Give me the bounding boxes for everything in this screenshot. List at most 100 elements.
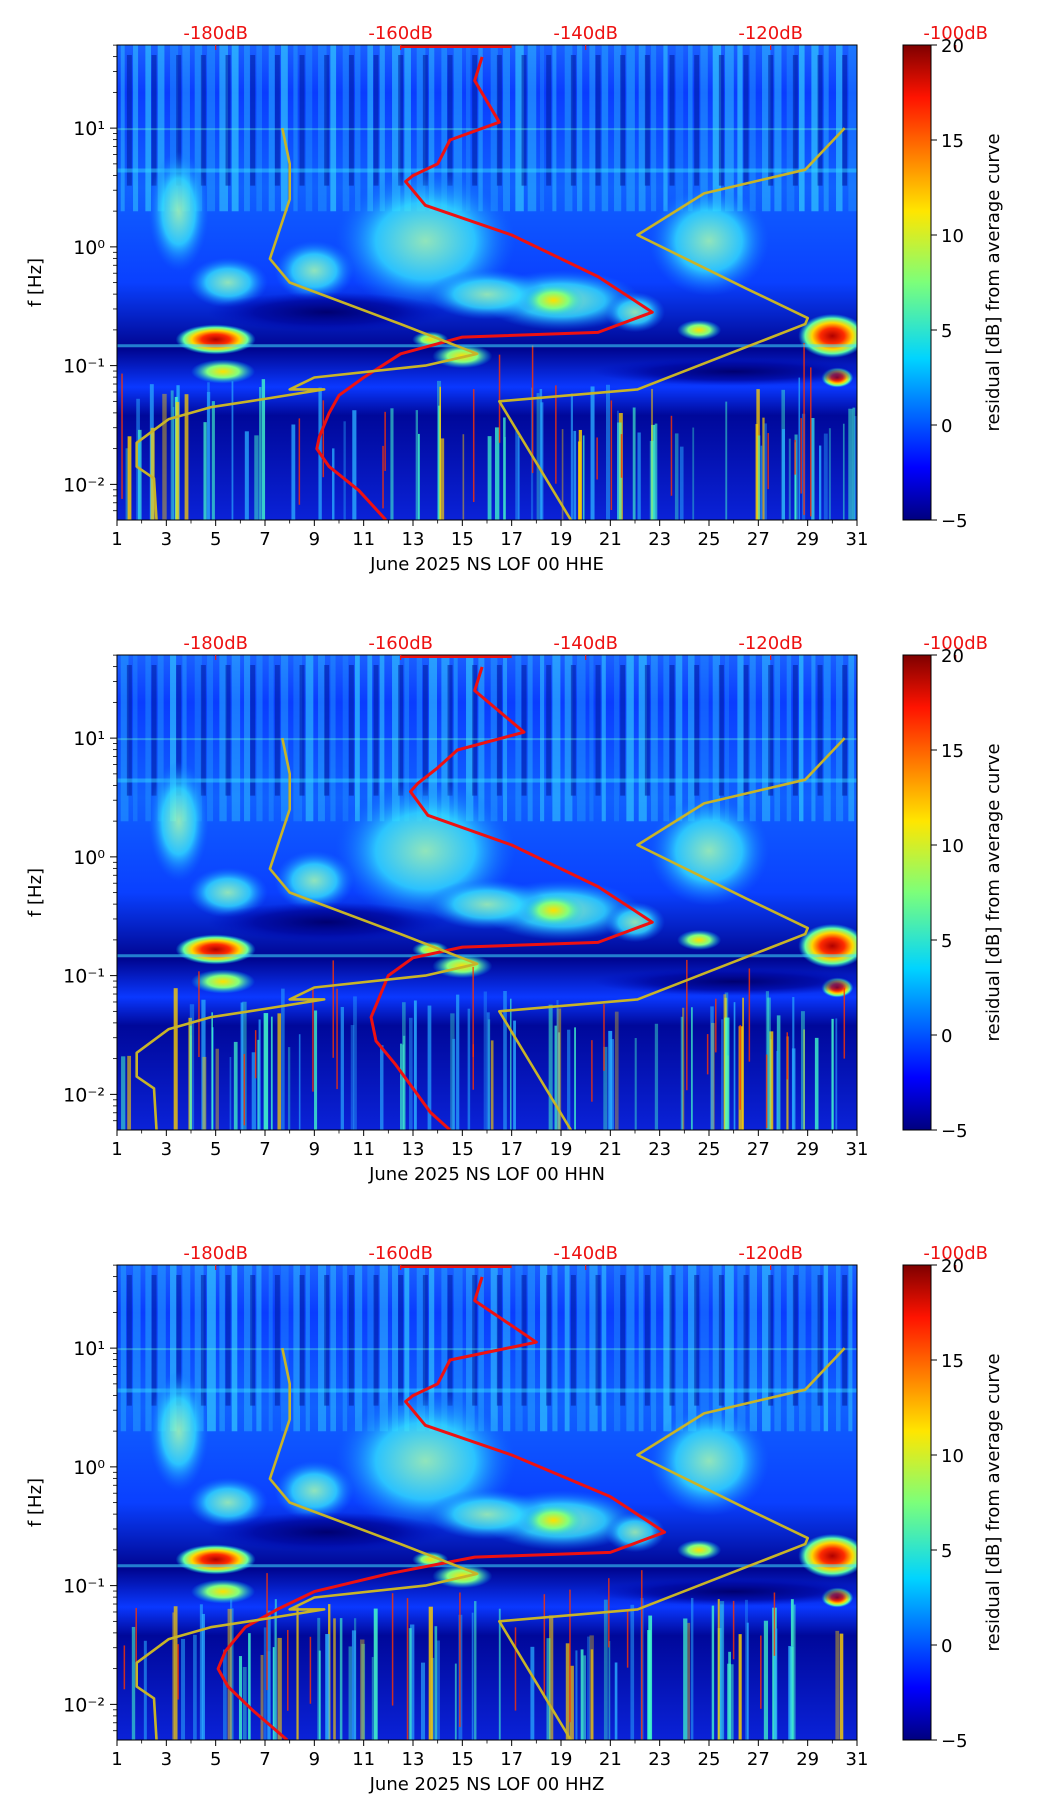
- red-spike: [670, 415, 673, 496]
- low-freq-streak: [201, 1613, 205, 1740]
- upper-stripe: [490, 655, 498, 822]
- low-freq-streak: [150, 427, 155, 520]
- x-tick-label: 23: [648, 1139, 671, 1160]
- stripe-gap: [743, 665, 749, 796]
- upper-stripe: [811, 45, 819, 212]
- low-freq-streak: [590, 386, 595, 520]
- x-tick-label: 25: [698, 1749, 721, 1770]
- x-tick-label: 7: [259, 1139, 270, 1160]
- low-freq-streak: [515, 431, 519, 520]
- red-spike: [135, 1607, 137, 1681]
- upper-stripe: [404, 45, 411, 212]
- upper-stripe: [836, 1265, 841, 1432]
- low-freq-streak: [257, 1039, 260, 1130]
- stripe-gap: [669, 55, 675, 186]
- upper-stripe: [429, 655, 437, 822]
- upper-stripe: [848, 45, 857, 212]
- colorbar-tick-label: 15: [941, 131, 964, 152]
- cool-blob: [427, 879, 547, 930]
- upper-stripe: [725, 1265, 734, 1432]
- upper-stripe: [342, 45, 350, 212]
- upper-stripe: [589, 655, 594, 822]
- average-psd-curve: [369, 666, 654, 1130]
- low-freq-streak: [556, 1008, 562, 1130]
- low-freq-streak: [277, 1637, 282, 1740]
- upper-stripe: [861, 45, 867, 211]
- stripe-gap: [348, 665, 354, 796]
- upper-stripe: [207, 1265, 216, 1432]
- colorbar-label: residual [dB] from average curve: [983, 133, 1004, 431]
- low-freq-streak: [792, 997, 795, 1130]
- upper-stripe: [416, 1265, 426, 1432]
- upper-stripe: [157, 45, 165, 212]
- low-freq-streak: [570, 393, 573, 520]
- stripe-gap: [324, 1275, 330, 1406]
- upper-stripe: [145, 45, 152, 212]
- upper-stripe: [712, 45, 722, 212]
- upper-stripe: [342, 655, 349, 822]
- colorbar-tick-label: −5: [941, 1731, 968, 1752]
- colorbar-tick-label: 0: [941, 1636, 952, 1657]
- red-spike: [543, 1594, 546, 1699]
- stripe-gap: [472, 1275, 478, 1406]
- stripe-gap: [595, 665, 601, 796]
- upper-stripe: [527, 655, 533, 822]
- low-freq-streak: [503, 417, 506, 520]
- stripe-gap: [620, 1275, 626, 1406]
- upper-stripe: [453, 45, 463, 212]
- red-spike: [459, 1592, 461, 1727]
- low-freq-streak: [413, 1000, 417, 1130]
- red-spike: [706, 1034, 709, 1075]
- stripe-gap: [398, 1275, 404, 1406]
- noise-model-curve: [497, 127, 846, 520]
- upper-stripe: [626, 45, 635, 212]
- low-freq-streak: [373, 1608, 378, 1740]
- stripe-gap: [250, 1275, 256, 1406]
- stripe-gap: [348, 1275, 354, 1406]
- heatmap-area: [117, 1265, 857, 1740]
- stripe-gap: [373, 1275, 379, 1406]
- colorbar-tick-label: 20: [941, 36, 964, 57]
- x-axis-label: June 2025 NS LOF 00 HHE: [369, 554, 604, 575]
- upper-stripe: [268, 1265, 273, 1432]
- stripe-gap: [324, 665, 330, 796]
- low-freq-streak: [360, 1639, 365, 1740]
- stripe-gap: [817, 665, 823, 796]
- low-freq-streak: [723, 994, 727, 1130]
- stripe-gap: [422, 665, 428, 796]
- low-freq-streak: [721, 1019, 724, 1130]
- low-freq-streak: [781, 429, 786, 520]
- upper-stripe: [552, 655, 561, 822]
- x-axis-label: June 2025 NS LOF 00 HHZ: [369, 1774, 605, 1795]
- low-freq-streak: [227, 1608, 232, 1740]
- low-freq-streak: [415, 410, 418, 520]
- upper-stripe: [355, 655, 360, 822]
- low-freq-streak: [760, 445, 763, 520]
- x-tick-label: 3: [161, 1749, 172, 1770]
- upper-stripe: [601, 45, 609, 212]
- top-db-label: -160dB: [368, 23, 433, 44]
- low-freq-streak: [371, 1657, 374, 1740]
- low-freq-streak: [318, 1650, 321, 1740]
- low-freq-streak: [589, 1635, 594, 1740]
- low-freq-streak: [835, 1018, 838, 1130]
- stripe-gap: [546, 55, 552, 186]
- red-spike: [177, 1644, 179, 1700]
- cool-blob: [605, 902, 665, 943]
- red-spike: [626, 1610, 629, 1668]
- red-spike: [732, 1600, 735, 1660]
- upper-stripe: [762, 45, 771, 212]
- low-freq-streak: [557, 1032, 561, 1130]
- low-freq-streak: [260, 1654, 264, 1740]
- low-freq-streak: [548, 1004, 553, 1130]
- low-freq-streak: [248, 1633, 251, 1740]
- upper-stripe: [231, 655, 241, 822]
- upper-stripe: [564, 655, 573, 822]
- colorbar-tick-label: 15: [941, 741, 964, 762]
- top-db-label: -100dB: [923, 23, 988, 44]
- noise-model-curve: [135, 127, 479, 520]
- low-freq-streak: [788, 438, 791, 520]
- colorbar-tick-label: 0: [941, 416, 952, 437]
- stripe-gap: [842, 1275, 848, 1406]
